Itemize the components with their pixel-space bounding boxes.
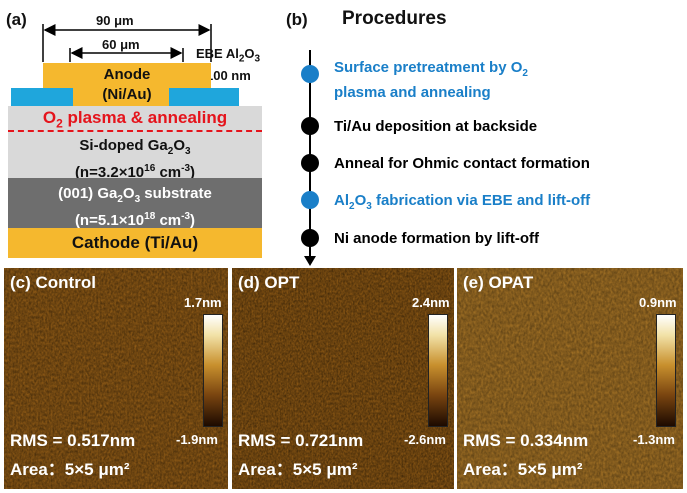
afm-panel-opt: (d) OPT 2.4nm -2.6nm RMS = 0.721nm Area：… bbox=[232, 268, 454, 489]
drift-layer-label: Si-doped Ga2O3 (n=3.2×1016 cm-3) bbox=[74, 137, 196, 181]
al2o3-left-layer bbox=[11, 88, 73, 106]
afm-texture bbox=[232, 268, 454, 489]
dim-60-label: 60 μm bbox=[102, 37, 140, 52]
step-text: Ti/Au deposition at backside bbox=[334, 118, 538, 135]
drift-layer bbox=[8, 106, 262, 178]
step-text: Al2O3 fabrication via EBE and lift-off bbox=[334, 192, 591, 212]
substrate-layer bbox=[8, 178, 262, 228]
scale-max: 0.9nm bbox=[639, 295, 677, 310]
step-text: Anneal for Ohmic contact formation bbox=[334, 155, 590, 172]
afm-panel-control: (c) Control 1.7nm -1.9nm RMS = 0.517nm A… bbox=[4, 268, 228, 489]
afm-texture bbox=[457, 268, 683, 489]
step-bullet bbox=[301, 191, 319, 209]
afm-title: (e) OPAT bbox=[463, 273, 534, 292]
cathode-layer: Cathode (Ti/Au) bbox=[8, 228, 262, 258]
dim-90-label: 90 μm bbox=[96, 13, 134, 28]
area-value: Area：5×5 μm² bbox=[10, 460, 130, 479]
step-bullet bbox=[301, 229, 319, 247]
panel-b-label: (b) bbox=[286, 10, 308, 29]
panel-a-label: (a) bbox=[6, 10, 27, 29]
rms-value: RMS = 0.721nm bbox=[238, 431, 364, 450]
procedures-title: Procedures bbox=[342, 8, 447, 29]
step-bullet bbox=[301, 65, 319, 83]
al2o3-right-layer bbox=[169, 88, 239, 106]
anode-layer: Anode (Ni/Au) bbox=[43, 63, 211, 107]
rms-value: RMS = 0.517nm bbox=[10, 431, 136, 450]
scale-min: -1.3nm bbox=[633, 432, 675, 447]
afm-title: (c) Control bbox=[10, 273, 96, 292]
area-value: Area：5×5 μm² bbox=[463, 460, 583, 479]
scale-min: -1.9nm bbox=[176, 432, 218, 447]
afm-panel-opat: (e) OPAT 0.9nm -1.3nm RMS = 0.334nm Area… bbox=[457, 268, 683, 489]
color-scale-bar bbox=[428, 314, 448, 427]
color-scale-bar bbox=[656, 314, 676, 427]
afm-texture bbox=[4, 268, 228, 489]
plasma-dashed-line bbox=[8, 130, 262, 132]
substrate-layer-label: (001) Ga2O3 substrate (n=5.1×1018 cm-3) bbox=[58, 185, 212, 229]
color-scale-bar bbox=[203, 314, 223, 427]
scale-max: 2.4nm bbox=[412, 295, 450, 310]
step-text: Surface pretreatment by O2 plasma and ann… bbox=[334, 59, 528, 101]
scale-min: -2.6nm bbox=[404, 432, 446, 447]
o2-plasma-label: O2 plasma & annealing bbox=[42, 108, 228, 131]
step-text: Ni anode formation by lift-off bbox=[334, 230, 539, 247]
step-bullet bbox=[301, 117, 319, 135]
area-value: Area：5×5 μm² bbox=[238, 460, 358, 479]
scale-max: 1.7nm bbox=[184, 295, 222, 310]
ebe-al2o3-label: EBE Al2O3 100 nm bbox=[196, 46, 261, 83]
rms-value: RMS = 0.334nm bbox=[463, 431, 589, 450]
afm-title: (d) OPT bbox=[238, 273, 300, 292]
step-bullet bbox=[301, 154, 319, 172]
